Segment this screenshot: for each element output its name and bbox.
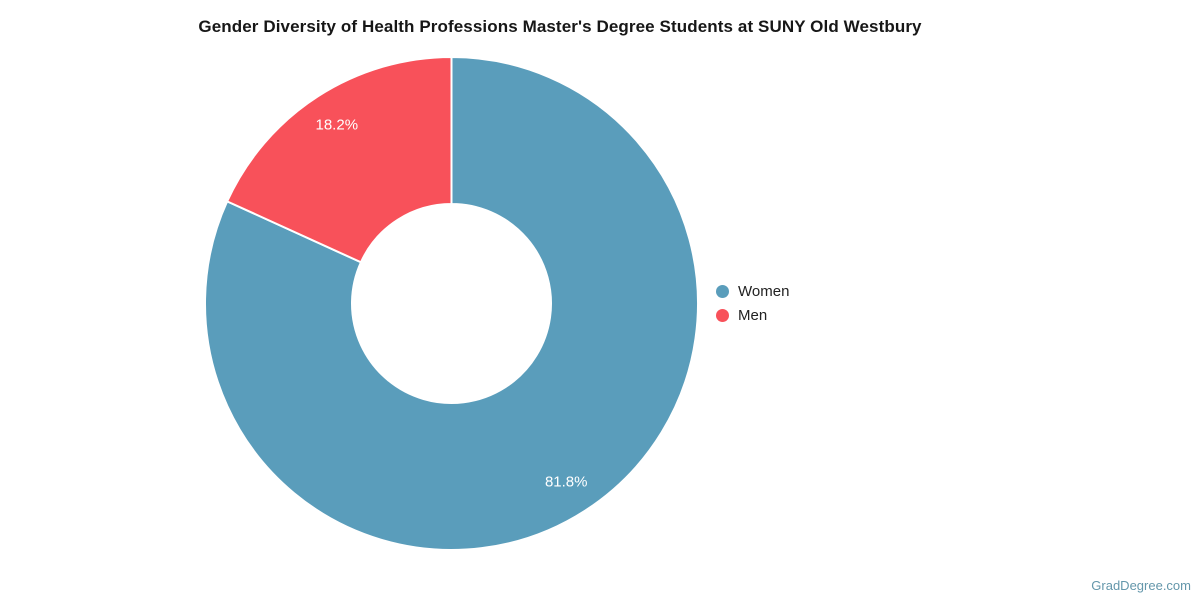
legend-item-men[interactable]: Men <box>716 303 789 327</box>
legend-swatch-women <box>716 284 729 298</box>
legend-label-men: Men <box>738 306 768 324</box>
watermark-link[interactable]: GradDegree.com <box>1091 578 1191 593</box>
pie-slice-men[interactable] <box>226 56 453 264</box>
legend-swatch-men <box>716 308 729 322</box>
chart-title: Gender Diversity of Health Professions M… <box>198 17 922 36</box>
legend-item-women[interactable]: Women <box>716 279 789 303</box>
chart-legend: Women Men <box>716 279 789 327</box>
pie-slice-women[interactable] <box>204 56 699 551</box>
slice-percent-label-men: 18.2% <box>316 117 359 134</box>
slice-percent-label-women: 81.8% <box>545 473 588 490</box>
legend-label-women: Women <box>738 282 790 300</box>
